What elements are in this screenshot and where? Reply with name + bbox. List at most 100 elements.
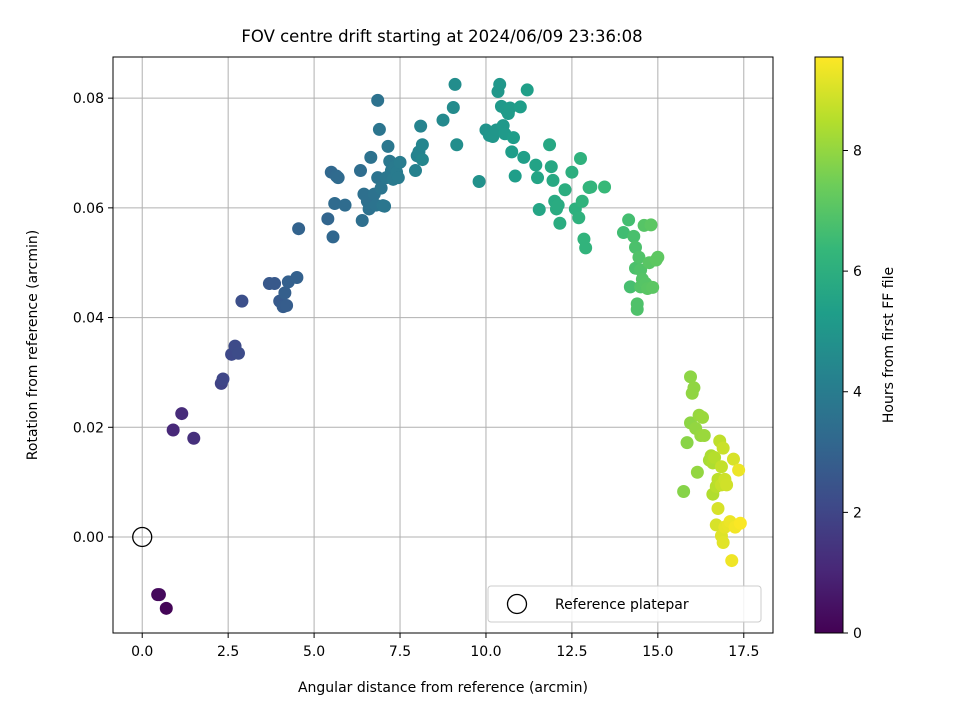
data-point — [696, 410, 710, 424]
data-point — [326, 230, 340, 244]
data-point — [714, 460, 728, 474]
data-point — [680, 436, 694, 450]
data-point — [651, 250, 665, 264]
colorbar-tick-label: 8 — [853, 143, 862, 159]
data-point — [338, 198, 352, 212]
data-point — [450, 138, 464, 152]
data-point — [506, 131, 520, 145]
x-tick-label: 10.0 — [470, 644, 501, 660]
data-point — [623, 280, 637, 294]
y-tick-label: 0.06 — [73, 201, 104, 217]
data-point — [598, 180, 612, 194]
data-point — [687, 381, 701, 395]
data-point — [235, 294, 249, 308]
data-point — [378, 199, 392, 213]
data-point — [409, 164, 422, 178]
data-point — [572, 211, 586, 225]
data-point — [321, 212, 335, 226]
data-point — [532, 203, 546, 217]
data-point — [152, 588, 166, 602]
data-point — [508, 169, 522, 183]
x-tick-label: 12.5 — [556, 644, 587, 660]
y-axis-ticks: 0.00 0.02 0.04 0.06 0.08 — [73, 91, 113, 546]
data-point — [579, 241, 593, 255]
legend-entry-reference-platepar: Reference platepar — [555, 597, 689, 613]
data-point — [328, 196, 342, 210]
data-point — [292, 222, 306, 236]
data-point — [415, 138, 429, 152]
y-tick-label: 0.02 — [73, 420, 104, 436]
data-point — [216, 372, 230, 386]
data-point — [414, 119, 428, 133]
chart-title: FOV centre drift starting at 2024/06/09 … — [241, 27, 642, 46]
data-point — [331, 171, 345, 185]
legend-marker — [506, 593, 528, 615]
colorbar-tick-label: 4 — [853, 385, 862, 401]
data-point — [280, 299, 294, 313]
data-point — [546, 173, 560, 187]
data-points — [151, 77, 747, 615]
colorbar-tick-label: 0 — [853, 626, 862, 642]
data-point — [622, 213, 636, 227]
data-point — [725, 554, 739, 568]
data-point — [231, 346, 245, 360]
data-point — [278, 286, 292, 300]
data-point — [630, 297, 644, 311]
data-point — [446, 100, 460, 114]
data-point — [436, 113, 450, 127]
data-point — [684, 370, 697, 384]
data-point — [690, 465, 704, 479]
colorbar-tick-label: 2 — [853, 505, 862, 521]
data-point — [415, 153, 429, 167]
data-point — [159, 601, 173, 615]
data-point — [268, 277, 282, 291]
x-tick-label: 2.5 — [217, 644, 239, 660]
data-point — [517, 150, 531, 164]
x-tick-label: 7.5 — [389, 644, 411, 660]
data-point — [697, 429, 711, 443]
data-point — [448, 77, 462, 91]
data-point — [391, 171, 405, 185]
data-point — [166, 423, 180, 437]
data-point — [374, 181, 388, 195]
data-point — [503, 101, 517, 115]
colorbar-ticks: 0 2 4 6 8 — [843, 143, 862, 642]
data-point — [646, 280, 660, 294]
data-point — [716, 535, 730, 549]
data-point — [393, 155, 407, 169]
data-point — [629, 240, 642, 254]
x-tick-label: 0.0 — [131, 644, 153, 660]
data-point — [505, 145, 519, 159]
x-tick-label: 15.0 — [642, 644, 673, 660]
colorbar-tick-label: 6 — [853, 264, 862, 280]
y-tick-label: 0.00 — [73, 530, 104, 546]
data-point — [616, 226, 630, 240]
data-point — [513, 100, 527, 114]
data-point — [565, 165, 579, 179]
legend: Reference platepar — [487, 585, 762, 623]
data-point — [732, 463, 746, 477]
data-point — [520, 83, 534, 97]
data-point — [290, 271, 304, 285]
data-point — [644, 218, 658, 232]
data-point — [371, 93, 385, 107]
data-point — [493, 77, 507, 91]
grid — [113, 57, 773, 633]
data-point — [726, 452, 740, 466]
data-point — [551, 198, 565, 212]
data-point — [544, 160, 558, 174]
data-point — [355, 213, 369, 227]
reference-marker — [132, 526, 153, 548]
colorbar-label: Hours from first FF file — [881, 267, 897, 423]
reference-platepar-point — [132, 526, 153, 548]
data-point — [575, 194, 589, 208]
data-point — [372, 122, 386, 136]
data-point — [627, 229, 641, 243]
legend-box — [487, 585, 762, 623]
data-point — [543, 138, 557, 152]
data-point — [677, 484, 691, 498]
data-point — [529, 158, 543, 172]
x-tick-label: 17.5 — [728, 644, 759, 660]
data-point — [632, 250, 646, 264]
